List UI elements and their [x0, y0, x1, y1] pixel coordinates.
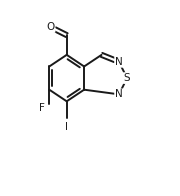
Text: F: F — [39, 103, 45, 113]
Text: I: I — [65, 122, 68, 132]
Text: O: O — [46, 22, 55, 32]
Text: S: S — [124, 73, 130, 83]
Text: N: N — [115, 89, 123, 99]
Text: N: N — [115, 57, 123, 67]
